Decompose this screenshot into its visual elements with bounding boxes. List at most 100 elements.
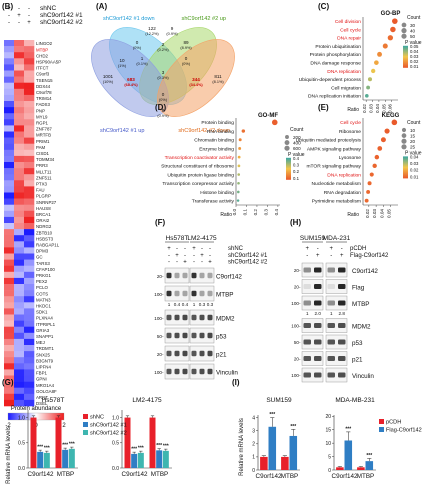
protein-label: MDM2 xyxy=(216,316,235,323)
sign-mark: - xyxy=(18,20,20,26)
gene-label: HSP90AA5P xyxy=(36,59,61,64)
count-legend-label: 30 xyxy=(410,23,416,28)
heatmap-cell xyxy=(24,314,35,321)
gene-label: GRIA3 xyxy=(36,328,50,333)
x-tick-label: 0.0 xyxy=(232,209,237,216)
sign-mark: - xyxy=(18,6,20,12)
count-legend-title: Count xyxy=(407,120,421,126)
sign-mark: - xyxy=(8,13,10,19)
gene-label: C9orf3 xyxy=(36,72,50,77)
venn-set-4 xyxy=(157,39,235,117)
heatmap-cell xyxy=(14,52,25,59)
heatmap-cell xyxy=(14,143,25,151)
mw-marker: 50- xyxy=(294,340,301,345)
heatmap-cell xyxy=(4,192,15,199)
y-tick-label: 15 xyxy=(325,428,331,434)
venn-count: 0 xyxy=(136,40,139,45)
blot-band xyxy=(303,339,311,345)
significance-mark: *** xyxy=(44,446,50,452)
heatmap-cell xyxy=(24,204,35,212)
term-label: Ubiquitin protein ligase binding xyxy=(167,172,234,178)
protein-label: Flag xyxy=(352,284,365,291)
blot-band xyxy=(303,355,311,362)
gene-label: ZNF787 xyxy=(36,127,52,132)
term-label: Nucleotide metabolism xyxy=(312,181,361,187)
y-tick-label: 3 xyxy=(252,429,255,435)
heatmap-cell xyxy=(14,168,25,175)
plot-title: GO-MF xyxy=(258,113,278,119)
heatmap-cell xyxy=(4,137,15,144)
heatmap-cell xyxy=(14,192,25,199)
gene-label: RGP1 xyxy=(36,120,49,125)
heatmap-cell xyxy=(24,149,35,157)
sign-mark: + xyxy=(305,246,309,252)
gene-label: PRKG1 xyxy=(36,273,51,278)
gene-label: DPM3 xyxy=(36,249,49,254)
term-label: Cell migration xyxy=(331,85,361,91)
heatmap-cell xyxy=(24,375,35,382)
bar xyxy=(131,453,138,468)
heatmap-cell xyxy=(4,70,15,77)
blot-band xyxy=(338,372,346,378)
heatmap-cell xyxy=(4,101,15,108)
bar xyxy=(260,456,268,470)
term-label: Cell cycle xyxy=(340,120,361,126)
venn-count: 344 xyxy=(192,77,200,82)
y-tick-label: 2 xyxy=(252,442,255,448)
x-tick-label: 0.03 xyxy=(372,209,377,218)
heatmap-cell xyxy=(14,381,25,388)
blot-band xyxy=(207,332,213,339)
quant-value: 1 xyxy=(330,311,333,316)
count-legend-dot xyxy=(401,28,407,34)
heatmap-cell xyxy=(4,107,15,114)
blot-band xyxy=(199,290,205,297)
heatmap-cell xyxy=(24,387,35,395)
significance-mark: *** xyxy=(62,443,68,449)
heatmap-cell xyxy=(24,186,35,193)
gene-label: TSEN15 xyxy=(36,78,53,83)
mw-marker: 50- xyxy=(157,334,164,339)
y-tick-label: 0.5 xyxy=(18,441,25,447)
heatmap-cell xyxy=(24,277,35,285)
heatmap-cell xyxy=(14,345,25,352)
heatmap-cell xyxy=(24,125,35,132)
heatmap-cell xyxy=(24,155,35,163)
protein-label: MDM2 xyxy=(352,323,371,330)
p-colorbar xyxy=(286,157,291,180)
blot-band xyxy=(199,332,205,339)
heatmap-cell xyxy=(4,247,15,254)
p-tick-label: 0.02 xyxy=(410,59,419,64)
heatmap-cell xyxy=(24,265,35,273)
x-tick-label: 0.03 xyxy=(369,104,374,113)
gene-label: GPNI xyxy=(36,377,47,382)
gene-label: MATN3 xyxy=(36,297,51,302)
p-legend-title: P value xyxy=(405,150,422,156)
blot-band xyxy=(199,350,205,357)
heatmap-cell xyxy=(4,204,15,212)
gene-label: HKDC1 xyxy=(36,303,51,308)
blot-band xyxy=(314,300,322,306)
heatmap-cell xyxy=(4,186,15,193)
count-legend-label: 20 xyxy=(410,139,416,144)
heatmap-cell xyxy=(24,113,35,120)
gene-label: ZBTB10 xyxy=(36,230,53,235)
term-dot xyxy=(371,68,376,74)
venn-count: 9 xyxy=(171,26,174,31)
quant-value: 1 xyxy=(306,311,309,316)
cell-line-label: MDA-231 xyxy=(323,235,351,242)
term-label: Ribosome xyxy=(339,129,361,135)
panel-label-h: (H) xyxy=(290,218,301,227)
gene-label: ARNT xyxy=(36,395,48,400)
heatmap-cell xyxy=(4,387,15,395)
x-tick-label: 0.2 xyxy=(253,209,258,216)
venn-count: 10 xyxy=(119,58,125,63)
gene-label: SDK1 xyxy=(36,310,48,315)
gene-label: CISD1 xyxy=(36,151,49,156)
p-tick-label: 0.02 xyxy=(410,168,419,173)
gene-label: NDRG2 xyxy=(36,224,52,229)
heatmap-cell xyxy=(14,326,25,334)
term-dot xyxy=(236,199,240,202)
heatmap-cell xyxy=(24,363,35,370)
